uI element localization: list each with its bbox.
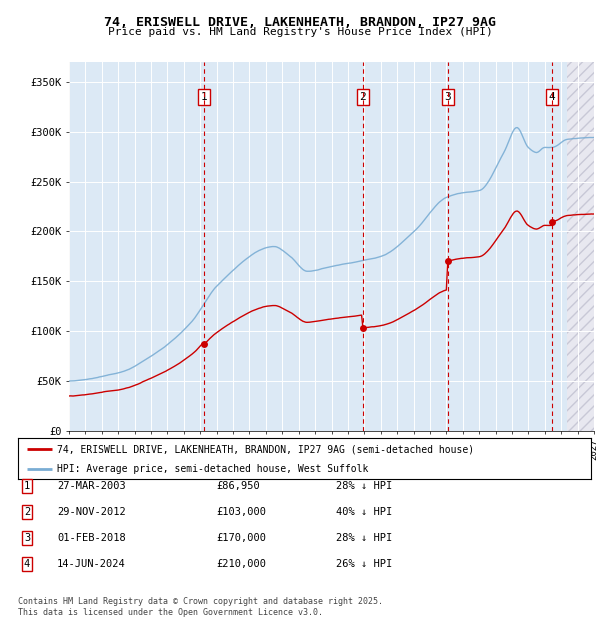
Text: £103,000: £103,000 <box>216 507 266 517</box>
Text: 2: 2 <box>24 507 30 517</box>
Text: Contains HM Land Registry data © Crown copyright and database right 2025.
This d: Contains HM Land Registry data © Crown c… <box>18 598 383 617</box>
Text: £170,000: £170,000 <box>216 533 266 543</box>
Text: HPI: Average price, semi-detached house, West Suffolk: HPI: Average price, semi-detached house,… <box>57 464 368 474</box>
Text: 2: 2 <box>359 92 366 102</box>
Bar <box>567 62 594 431</box>
Text: £86,950: £86,950 <box>216 481 260 491</box>
Text: 28% ↓ HPI: 28% ↓ HPI <box>336 533 392 543</box>
Text: 14-JUN-2024: 14-JUN-2024 <box>57 559 126 569</box>
Text: £210,000: £210,000 <box>216 559 266 569</box>
Text: 4: 4 <box>549 92 556 102</box>
Text: 1: 1 <box>201 92 208 102</box>
Text: 40% ↓ HPI: 40% ↓ HPI <box>336 507 392 517</box>
Text: 74, ERISWELL DRIVE, LAKENHEATH, BRANDON, IP27 9AG: 74, ERISWELL DRIVE, LAKENHEATH, BRANDON,… <box>104 16 496 29</box>
Text: 1: 1 <box>24 481 30 491</box>
Text: 01-FEB-2018: 01-FEB-2018 <box>57 533 126 543</box>
Text: 26% ↓ HPI: 26% ↓ HPI <box>336 559 392 569</box>
Bar <box>567 62 594 431</box>
Text: Price paid vs. HM Land Registry's House Price Index (HPI): Price paid vs. HM Land Registry's House … <box>107 27 493 37</box>
Text: 28% ↓ HPI: 28% ↓ HPI <box>336 481 392 491</box>
Text: 3: 3 <box>24 533 30 543</box>
Text: 29-NOV-2012: 29-NOV-2012 <box>57 507 126 517</box>
Text: 4: 4 <box>24 559 30 569</box>
Text: 3: 3 <box>444 92 451 102</box>
Text: 74, ERISWELL DRIVE, LAKENHEATH, BRANDON, IP27 9AG (semi-detached house): 74, ERISWELL DRIVE, LAKENHEATH, BRANDON,… <box>57 444 474 454</box>
Text: 27-MAR-2003: 27-MAR-2003 <box>57 481 126 491</box>
